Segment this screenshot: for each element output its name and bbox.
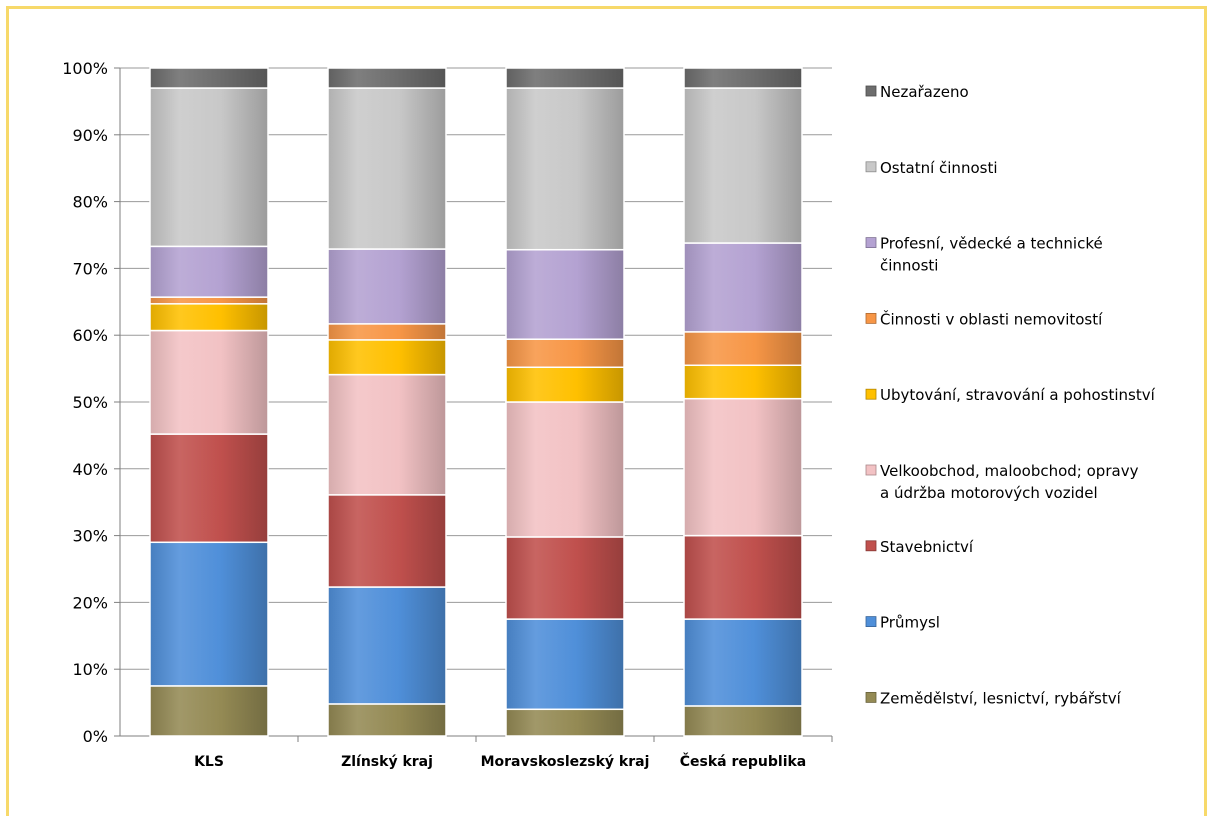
bar-segment [505, 536, 625, 620]
bar-segment [149, 685, 269, 737]
bar-segment [327, 494, 447, 588]
legend-label: činnosti [880, 257, 938, 275]
bar-segment [327, 87, 447, 250]
y-tick-label: 60% [72, 326, 108, 345]
bar-segment [505, 67, 625, 89]
legend-swatch [865, 692, 877, 703]
bar-segment [149, 87, 269, 248]
bar-segment [683, 87, 803, 244]
bar-segment [683, 364, 803, 400]
bar-segment [505, 708, 625, 737]
bar-segment [149, 541, 269, 687]
legend-swatch [865, 85, 877, 97]
bar-segment [505, 248, 625, 340]
x-category-label: Zlínský kraj [341, 754, 433, 770]
chart-frame [6, 6, 1207, 816]
bar-segment [683, 534, 803, 620]
y-tick-label: 20% [72, 593, 108, 612]
y-tick-label: 70% [72, 259, 108, 278]
bar-segment [149, 433, 269, 544]
y-tick-label: 30% [72, 527, 108, 546]
legend-label: Průmysl [880, 614, 940, 632]
bar-segment [683, 397, 803, 537]
legend-swatch [865, 161, 877, 173]
bar-segment [683, 331, 803, 367]
legend-swatch [865, 312, 877, 324]
bar-segment [505, 338, 625, 369]
bar-segment [505, 401, 625, 538]
bar-segment [149, 67, 269, 89]
y-tick-label: 40% [72, 460, 108, 479]
legend-swatch [865, 464, 877, 476]
legend-label: Zemědělství, lesnictví, rybářství [880, 689, 1122, 707]
bar-segment [327, 703, 447, 737]
legend-label: Velkoobchod, maloobchod; opravy [880, 462, 1139, 480]
x-category-label: Moravskoslezský kraj [481, 754, 650, 770]
x-category-label: KLS [194, 754, 224, 770]
bar-segment [149, 303, 269, 332]
bar-segment [327, 586, 447, 705]
y-tick-label: 10% [72, 660, 108, 679]
bar-segment [683, 705, 803, 737]
bar-segment [149, 245, 269, 298]
y-tick-label: 80% [72, 193, 108, 212]
bar-segment [149, 329, 269, 435]
legend-swatch [865, 540, 877, 552]
legend-label: Stavebnictví [880, 538, 974, 556]
bar-segment [327, 373, 447, 496]
legend-swatch [865, 237, 877, 249]
bar-segment [327, 339, 447, 376]
bar-segment [505, 87, 625, 251]
x-category-label: Česká republika [680, 752, 807, 770]
y-tick-label: 90% [72, 126, 108, 145]
bar-segment [327, 248, 447, 325]
legend-label: a údržba motorových vozidel [880, 484, 1098, 502]
y-tick-label: 50% [72, 393, 108, 412]
bar-segment [327, 67, 447, 89]
legend-swatch [865, 616, 877, 627]
bar-segment [327, 323, 447, 341]
legend-label: Ubytování, stravování a pohostinství [880, 386, 1156, 404]
bar-segment [149, 296, 269, 305]
bar-segment [505, 366, 625, 403]
legend-label: Činnosti v oblasti nemovitostí [880, 309, 1103, 328]
bar-segment [683, 242, 803, 333]
legend-label: Profesní, vědecké a technické [880, 235, 1103, 253]
bar-segment [683, 618, 803, 707]
legend-label: Nezařazeno [880, 83, 969, 101]
y-tick-label: 0% [83, 727, 108, 746]
legend-swatch [865, 388, 877, 400]
y-tick-label: 100% [62, 59, 108, 78]
bar-segment [505, 618, 625, 711]
bar-segment [683, 67, 803, 89]
legend-label: Ostatní činnosti [880, 159, 998, 177]
